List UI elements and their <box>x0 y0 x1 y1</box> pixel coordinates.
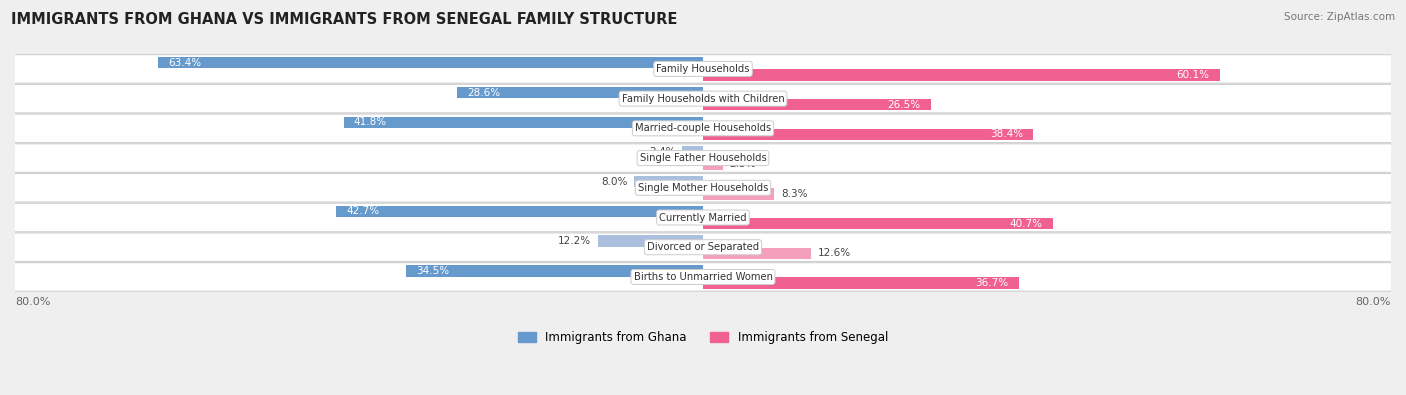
Bar <box>703 277 1018 289</box>
Text: Family Households with Children: Family Households with Children <box>621 94 785 103</box>
Text: 12.2%: 12.2% <box>558 236 591 246</box>
Text: Currently Married: Currently Married <box>659 213 747 222</box>
Text: 40.7%: 40.7% <box>1010 218 1043 229</box>
Bar <box>336 206 703 217</box>
Text: 2.4%: 2.4% <box>650 147 675 157</box>
FancyBboxPatch shape <box>6 144 1400 172</box>
Text: Married-couple Households: Married-couple Households <box>636 123 770 134</box>
Bar <box>457 87 703 98</box>
Text: IMMIGRANTS FROM GHANA VS IMMIGRANTS FROM SENEGAL FAMILY STRUCTURE: IMMIGRANTS FROM GHANA VS IMMIGRANTS FROM… <box>11 12 678 27</box>
FancyBboxPatch shape <box>6 55 1400 83</box>
FancyBboxPatch shape <box>6 85 1400 113</box>
FancyBboxPatch shape <box>6 114 1400 143</box>
FancyBboxPatch shape <box>6 173 1400 202</box>
Bar <box>703 218 1053 229</box>
Text: 8.0%: 8.0% <box>600 177 627 187</box>
Text: 60.1%: 60.1% <box>1177 70 1209 80</box>
Bar <box>703 188 775 199</box>
FancyBboxPatch shape <box>6 203 1400 232</box>
FancyBboxPatch shape <box>6 233 1400 261</box>
Bar <box>703 158 723 170</box>
Text: 26.5%: 26.5% <box>887 100 921 110</box>
Bar <box>682 146 703 158</box>
Text: 12.6%: 12.6% <box>818 248 852 258</box>
Bar <box>343 117 703 128</box>
Text: Single Father Households: Single Father Households <box>640 153 766 163</box>
Bar <box>703 248 811 259</box>
Bar <box>157 57 703 68</box>
Text: Source: ZipAtlas.com: Source: ZipAtlas.com <box>1284 12 1395 22</box>
Text: 42.7%: 42.7% <box>346 207 380 216</box>
FancyBboxPatch shape <box>6 263 1400 291</box>
Text: 38.4%: 38.4% <box>990 130 1024 139</box>
Bar <box>703 70 1220 81</box>
Bar <box>703 129 1033 140</box>
Bar <box>598 235 703 247</box>
Text: 63.4%: 63.4% <box>169 58 201 68</box>
Bar <box>634 176 703 187</box>
Text: 28.6%: 28.6% <box>467 88 501 98</box>
Text: Family Households: Family Households <box>657 64 749 74</box>
Text: 34.5%: 34.5% <box>416 266 450 276</box>
Bar <box>406 265 703 276</box>
Text: Divorced or Separated: Divorced or Separated <box>647 242 759 252</box>
Text: 8.3%: 8.3% <box>782 189 808 199</box>
Text: Births to Unmarried Women: Births to Unmarried Women <box>634 272 772 282</box>
Bar <box>703 99 931 110</box>
Text: 80.0%: 80.0% <box>15 297 51 307</box>
Legend: Immigrants from Ghana, Immigrants from Senegal: Immigrants from Ghana, Immigrants from S… <box>513 327 893 349</box>
Text: 41.8%: 41.8% <box>354 117 387 127</box>
Text: 80.0%: 80.0% <box>1355 297 1391 307</box>
Text: 36.7%: 36.7% <box>976 278 1008 288</box>
Text: Single Mother Households: Single Mother Households <box>638 183 768 193</box>
Text: 2.3%: 2.3% <box>730 159 756 169</box>
